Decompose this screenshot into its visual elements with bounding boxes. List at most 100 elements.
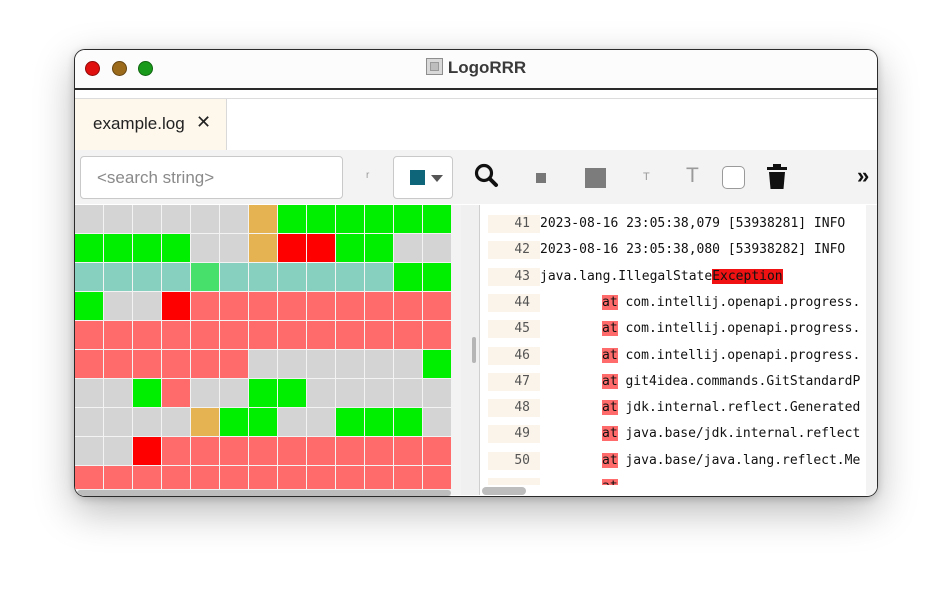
log-entry-cell[interactable] [162,205,190,233]
maximize-window-button[interactable] [138,61,153,76]
log-entry-cell[interactable] [278,321,306,349]
log-entry-cell[interactable] [191,408,219,436]
log-entry-cell[interactable] [278,234,306,262]
log-entry-cell[interactable] [249,292,277,320]
log-entry-cell[interactable] [423,350,451,378]
log-entry-cell[interactable] [336,379,364,407]
text-vertical-scrollbar[interactable] [866,205,877,495]
log-entry-cell[interactable] [104,408,132,436]
search-icon[interactable] [473,162,501,190]
log-entry-cell[interactable] [133,437,161,465]
log-entry-cell[interactable] [423,379,451,407]
log-entry-cell[interactable] [133,350,161,378]
log-entry-cell[interactable] [249,466,277,490]
log-line[interactable]: 45 at com.intellij.openapi.progress. [488,320,866,342]
log-entry-cell[interactable] [133,408,161,436]
split-divider[interactable] [461,205,479,495]
log-entry-cell[interactable] [75,408,103,436]
regex-toggle[interactable]: r [366,170,370,181]
log-entry-cell[interactable] [394,263,422,291]
log-entry-cell[interactable] [191,379,219,407]
tab-close-icon[interactable]: ✕ [196,112,212,132]
log-entry-cell[interactable] [336,408,364,436]
log-entry-cell[interactable] [249,205,277,233]
decrease-block-size-icon[interactable] [536,173,546,183]
log-entry-cell[interactable] [249,379,277,407]
log-entry-cell[interactable] [423,263,451,291]
log-entry-cell[interactable] [220,234,248,262]
log-entry-cell[interactable] [133,263,161,291]
log-entry-cell[interactable] [307,466,335,490]
log-line[interactable]: 47 at git4idea.commands.GitStandardP [488,372,866,395]
log-line[interactable]: 46 at com.intellij.openapi.progress. [488,346,866,369]
log-entry-cell[interactable] [278,437,306,465]
log-entry-cell[interactable] [278,263,306,291]
log-entry-cell[interactable] [133,292,161,320]
log-entry-cell[interactable] [249,263,277,291]
log-entry-cell[interactable] [394,350,422,378]
log-entry-cell[interactable] [365,408,393,436]
log-entry-cell[interactable] [220,466,248,490]
log-entry-cell[interactable] [75,263,103,291]
log-entry-cell[interactable] [162,263,190,291]
toolbar-overflow-button[interactable]: » [857,163,870,188]
log-entry-cell[interactable] [336,466,364,490]
log-entry-cell[interactable] [249,437,277,465]
log-entry-cell[interactable] [191,350,219,378]
log-entry-cell[interactable] [104,350,132,378]
log-entry-cell[interactable] [104,292,132,320]
log-entry-cell[interactable] [336,263,364,291]
log-entry-cell[interactable] [75,379,103,407]
log-entry-cell[interactable] [75,350,103,378]
log-entry-cell[interactable] [133,466,161,490]
log-entry-cell[interactable] [307,321,335,349]
log-entry-cell[interactable] [336,292,364,320]
log-entry-cell[interactable] [307,379,335,407]
decrease-font-size-button[interactable]: T [643,171,650,183]
log-entry-cell[interactable] [220,350,248,378]
log-entry-cell[interactable] [278,292,306,320]
log-entry-cell[interactable] [365,292,393,320]
log-entry-cell[interactable] [336,350,364,378]
log-entry-cell[interactable] [307,234,335,262]
log-entry-cell[interactable] [423,321,451,349]
log-entry-cell[interactable] [307,263,335,291]
log-entry-cell[interactable] [278,350,306,378]
trash-icon[interactable] [766,164,788,190]
log-entry-cell[interactable] [104,466,132,490]
log-entry-cell[interactable] [249,408,277,436]
log-entry-cell[interactable] [104,321,132,349]
log-entry-cell[interactable] [365,263,393,291]
log-entry-cell[interactable] [162,350,190,378]
log-entry-cell[interactable] [133,205,161,233]
log-entry-cell[interactable] [191,263,219,291]
log-entry-cell[interactable] [220,379,248,407]
log-entry-cell[interactable] [307,408,335,436]
log-entry-cell[interactable] [278,205,306,233]
log-entry-cell[interactable] [75,292,103,320]
log-entry-cell[interactable] [162,234,190,262]
log-entry-cell[interactable] [336,205,364,233]
log-line[interactable]: 44 at com.intellij.openapi.progress. [488,293,866,316]
log-entry-cell[interactable] [278,379,306,407]
log-entry-cell[interactable] [365,466,393,490]
overview-horizontal-scrollbar[interactable] [75,489,451,496]
log-line[interactable]: 43 java.lang.IllegalStateException [488,267,866,290]
log-entry-cell[interactable] [162,321,190,349]
log-entry-cell[interactable] [220,408,248,436]
log-entry-cell[interactable] [394,234,422,262]
log-entry-cell[interactable] [104,263,132,291]
tab-example-log[interactable]: example.log ✕ [75,99,227,150]
log-entry-cell[interactable] [249,350,277,378]
log-entry-cell[interactable] [249,234,277,262]
log-entry-cell[interactable] [104,205,132,233]
log-entry-cell[interactable] [394,379,422,407]
log-entry-cell[interactable] [220,321,248,349]
log-entry-cell[interactable] [220,437,248,465]
log-entry-cell[interactable] [423,466,451,490]
log-entry-cell[interactable] [75,234,103,262]
log-entry-cell[interactable] [162,466,190,490]
log-line[interactable]: 41 2023-08-16 23:05:38,079 [53938281] INF… [488,215,866,237]
log-entry-cell[interactable] [365,205,393,233]
log-entry-cell[interactable] [394,437,422,465]
